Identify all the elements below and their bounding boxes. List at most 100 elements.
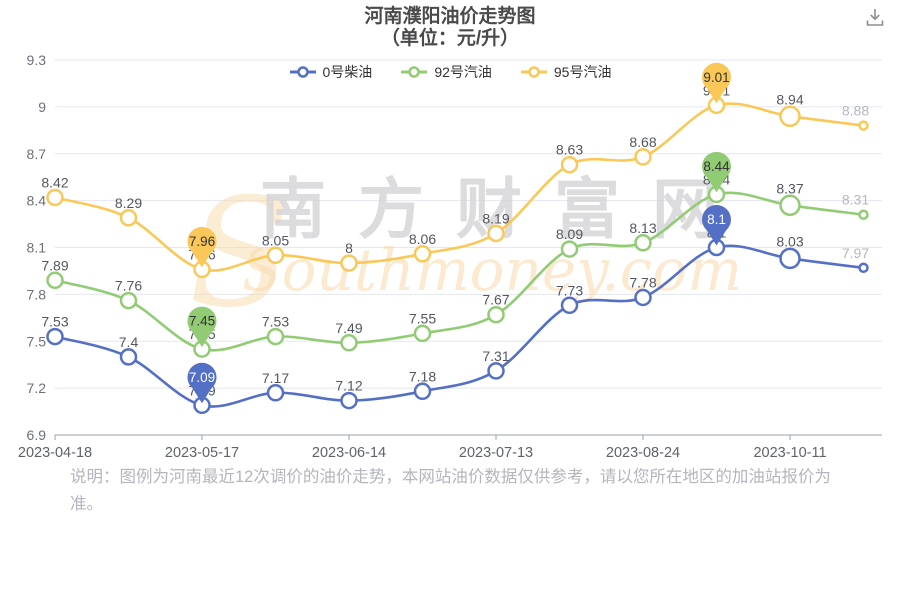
point-label: 7.67: [482, 292, 509, 308]
x-tick-label: 2023-08-24: [606, 445, 680, 460]
data-point[interactable]: [487, 362, 505, 380]
y-tick-label: 6.9: [27, 427, 47, 443]
pin-value: 7.45: [189, 314, 215, 329]
point-label: 7.31: [482, 348, 509, 364]
x-tick-label: 2023-05-17: [165, 445, 239, 460]
series-95号汽油: [46, 96, 869, 279]
y-tick-label: 7.8: [27, 286, 47, 302]
x-tick-label: 2023-10-11: [753, 445, 826, 460]
legend-line-marker-icon: [401, 66, 428, 78]
data-point[interactable]: [858, 209, 869, 220]
pin-marker-95号汽油: 9.01: [702, 62, 731, 104]
point-label: 7.73: [556, 282, 583, 298]
y-tick-label: 9.3: [27, 52, 47, 68]
data-point[interactable]: [634, 234, 652, 252]
point-label: 7.78: [629, 275, 656, 291]
data-point[interactable]: [560, 155, 579, 174]
point-label: 8.13: [629, 220, 656, 236]
x-axis: 2023-04-18 2023-05-17 2023-06-14 2023-07-13…: [18, 434, 882, 460]
y-axis: 9.3 9 8.7 8.4 8.1 7.8 7.5 7.2 6.9: [27, 52, 47, 443]
point-label: 7.49: [335, 320, 362, 336]
point-label: 8.03: [776, 233, 803, 249]
legend-label: 92号汽油: [434, 64, 492, 80]
data-point[interactable]: [560, 240, 579, 258]
pin-marker-0号柴油: 7.09: [187, 362, 217, 404]
data-point[interactable]: [413, 382, 432, 401]
data-point[interactable]: [858, 262, 869, 274]
data-point[interactable]: [46, 271, 64, 290]
data-point[interactable]: [266, 384, 285, 402]
data-point[interactable]: [487, 305, 505, 324]
series-92号汽油: [46, 185, 869, 358]
pin-value: 8.1: [707, 212, 726, 227]
point-label: 7.97: [842, 245, 869, 261]
legend-item-95号汽油[interactable]: 95号汽油: [520, 62, 612, 82]
data-point[interactable]: [46, 327, 64, 346]
watermark-cn: 南方财富网: [260, 172, 750, 246]
point-label: 8.06: [409, 231, 436, 247]
legend-line-marker-icon: [289, 66, 316, 78]
point-label: 7.89: [41, 257, 68, 273]
point-label: 7.53: [262, 314, 289, 330]
y-tick-label: 8.4: [27, 193, 47, 209]
disclaimer-note: 说明：图例为河南最近12次调价的油价走势，本网站油价数据仅供参考，请以您所在地区…: [70, 464, 855, 518]
pin-value: 9.01: [703, 70, 729, 85]
y-tick-label: 7.5: [27, 333, 47, 349]
chart-header: 河南濮阳油价走势图 （单位：元/升）: [0, 6, 900, 50]
point-label: 8.37: [776, 180, 803, 196]
point-label: 8.68: [629, 134, 656, 150]
point-label: 8.88: [842, 103, 869, 119]
download-button[interactable]: [862, 5, 888, 31]
point-label: 8.94: [776, 91, 803, 107]
x-tick-label: 2023-04-18: [18, 445, 92, 460]
chart-subtitle: （单位：元/升）: [380, 28, 520, 49]
pin-value: 7.09: [189, 370, 215, 385]
pin-value: 8.44: [703, 159, 730, 174]
disclaimer-line-2: 准。: [70, 495, 103, 513]
data-point[interactable]: [340, 391, 358, 410]
data-point[interactable]: [779, 194, 801, 217]
point-label: 7.17: [262, 370, 289, 386]
data-point[interactable]: [634, 288, 652, 307]
x-tick-label: 2023-07-13: [459, 445, 533, 460]
data-point[interactable]: [119, 348, 138, 366]
download-icon: [866, 9, 884, 26]
data-point[interactable]: [119, 209, 138, 227]
chart-title: 河南濮阳油价走势图: [364, 6, 536, 27]
legend-item-92号汽油[interactable]: 92号汽油: [400, 62, 492, 82]
point-label: 7.55: [409, 310, 436, 326]
data-point[interactable]: [266, 327, 285, 346]
y-tick-label: 7.2: [27, 380, 47, 396]
data-point[interactable]: [487, 224, 505, 243]
data-point[interactable]: [46, 188, 64, 207]
data-point[interactable]: [634, 148, 652, 166]
point-label: 7.4: [119, 334, 139, 350]
data-point[interactable]: [340, 334, 358, 352]
chart-legend: 0号柴油 92号汽油 95号汽油: [0, 62, 900, 82]
data-point[interactable]: [413, 245, 432, 263]
legend-label: 95号汽油: [553, 64, 612, 80]
data-point[interactable]: [779, 105, 801, 128]
pin-marker-92号汽油: 7.45: [187, 306, 217, 348]
point-label: 8: [345, 240, 353, 256]
data-point[interactable]: [779, 247, 801, 270]
data-point[interactable]: [413, 324, 432, 343]
legend-label: 0号柴油: [322, 64, 373, 80]
legend-item-0号柴油[interactable]: 0号柴油: [289, 62, 373, 82]
data-point[interactable]: [340, 254, 358, 272]
pin-marker-95号汽油: 7.96: [187, 226, 217, 268]
price-trend-chart[interactable]: S南方财富网Southmoney.com7.537.47.097.177.127…: [0, 0, 900, 460]
point-label: 7.76: [115, 278, 142, 294]
point-label: 8.31: [842, 192, 869, 208]
y-tick-label: 8.7: [27, 146, 47, 162]
series-0号柴油: [46, 238, 869, 415]
point-label: 7.18: [409, 368, 436, 384]
data-point[interactable]: [119, 291, 138, 310]
data-point[interactable]: [560, 296, 579, 315]
data-point[interactable]: [266, 246, 285, 265]
point-label: 8.63: [556, 142, 583, 158]
data-point[interactable]: [858, 120, 869, 131]
pin-marker-92号汽油: 8.44: [702, 151, 731, 193]
